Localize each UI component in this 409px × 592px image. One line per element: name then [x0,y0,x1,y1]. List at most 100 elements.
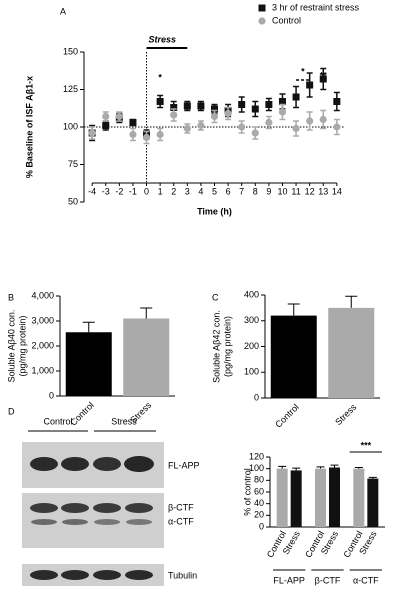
blot-band [94,519,120,525]
data-point [292,93,300,101]
annotation: *** [361,440,372,450]
x-tick-label: 10 [277,186,287,196]
y-tick-label: 20 [254,510,264,520]
y-tick-label: 50 [68,196,78,206]
bar [367,478,379,527]
x-tick-label: Stress [333,402,358,427]
blot-band [61,503,89,513]
data-point [129,130,137,139]
data-point [210,112,219,121]
panel-label: B [8,292,14,302]
x-tick-label: Control [273,402,301,430]
x-tick-label: 9 [266,186,271,196]
data-point [197,121,205,130]
bar [270,315,317,398]
y-tick-label: 100 [63,121,78,131]
y-tick-label: 1,000 [31,365,54,375]
y-axis-label: % Baseline of ISF Aβ1-x [24,76,34,178]
error-bar [287,303,300,316]
x-tick-label: 4 [198,186,203,196]
data-point [251,129,259,137]
error-bar [292,467,301,471]
bar [123,318,170,396]
blot-band [125,570,153,580]
blot-band [61,570,89,580]
legend-marker [258,4,266,12]
data-point [238,123,246,131]
error-bar [278,465,287,469]
data-point [183,124,191,133]
blot-column-label: Control [43,416,72,426]
error-bar [330,464,339,468]
data-point [319,115,327,124]
y-tick-label: 200 [244,341,259,351]
x-tick-label: -2 [115,186,123,196]
group-label: FL-APP [273,575,305,585]
data-point [278,98,286,105]
legend-marker [258,17,266,25]
data-point [333,123,341,131]
data-point [306,117,314,125]
y-tick-label: 100 [244,367,259,377]
y-tick-label: 300 [244,315,259,325]
error-bar [140,307,153,319]
blot-band [31,519,57,525]
y-tick-label: 2,000 [31,340,54,350]
x-tick-label: 3 [185,186,190,196]
blot-band-label: β-CTF [168,502,194,512]
x-tick-label: 12 [305,186,315,196]
y-tick-label: 4,000 [31,290,54,300]
y-tick-label: 75 [68,159,78,169]
blot-band [93,457,121,471]
group-label: α-CTF [353,575,379,585]
panel-label: A [60,6,66,16]
y-tick-label: 0 [259,521,264,531]
panel-label: C [212,292,219,302]
western-blot: Control Stress FL-APP β-CTF α-CTF Tubuli… [22,416,200,586]
y-tick-label: 100 [249,463,264,473]
data-point [265,101,273,108]
y-tick-label: 0 [254,392,259,402]
x-tick-label: -4 [88,186,96,196]
x-tick-label: -3 [102,186,110,196]
x-tick-label: Stress [128,400,153,425]
blot-band [124,456,154,472]
blot-column-label: Stress [111,416,137,426]
x-axis-label: Time (h) [197,206,232,216]
data-point [102,112,110,121]
blot-band [93,570,121,580]
blot-band [30,570,58,580]
data-point [333,98,341,105]
bar [65,332,112,396]
x-tick-label: 2 [171,186,176,196]
x-tick-label: 14 [332,186,342,196]
y-axis-label: Soluble Aβ40 con. [6,310,16,383]
error-bar [82,321,95,333]
y-axis-label: Soluble Aβ42 con. [211,310,221,383]
x-tick-label: 6 [226,186,231,196]
bar [328,307,375,398]
data-point [142,133,151,142]
group-label: β-CTF [315,575,341,585]
y-axis-label: (pg/mg protein) [222,316,232,377]
blot-band [30,503,58,513]
data-point [115,112,123,121]
bar [290,470,302,527]
x-tick-label: 13 [318,186,328,196]
bar [353,468,365,527]
data-point [88,129,96,137]
data-point [170,111,178,119]
blot-band-label: FL-APP [168,460,200,470]
blot-band [93,503,121,513]
data-point [211,105,218,113]
y-tick-label: 400 [244,289,259,299]
error-bar [316,466,325,469]
y-axis-label: % of control [242,468,252,516]
annotation: ** [320,70,328,80]
y-axis-label: (pg/mg protein) [17,315,27,376]
error-bar [354,467,363,469]
annotation: * [158,72,162,82]
blot-band [125,503,153,513]
annotation: * [301,66,305,76]
x-tick-label: -1 [129,186,137,196]
